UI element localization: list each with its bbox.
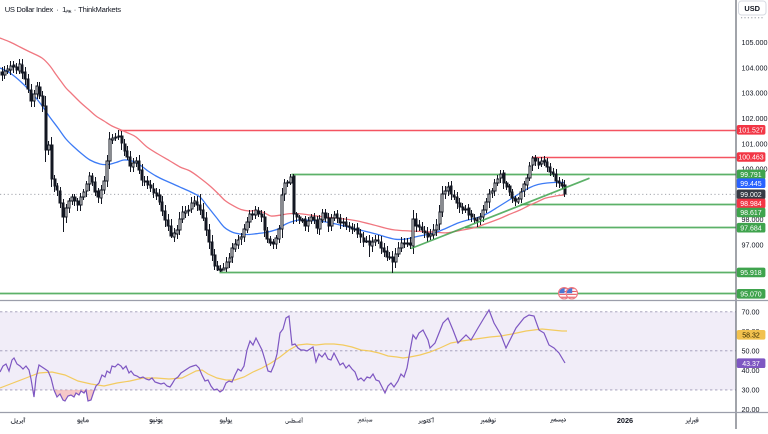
svg-text:20.00: 20.00 [742,405,760,414]
svg-text:95.070: 95.070 [740,291,762,298]
svg-text:40.00: 40.00 [742,366,760,375]
svg-text:95.918: 95.918 [740,270,762,277]
svg-text:ThinkMarkets: ThinkMarkets [78,5,121,14]
svg-text:US Dollar Index: US Dollar Index [5,5,54,14]
svg-text:100.000: 100.000 [742,165,768,174]
svg-text:103.000: 103.000 [742,89,768,98]
svg-text:105.000: 105.000 [742,38,768,47]
svg-text:·: · [74,5,77,14]
svg-text:58.32: 58.32 [742,332,760,339]
svg-text:101.000: 101.000 [742,139,768,148]
svg-text:98.984: 98.984 [740,201,762,208]
svg-text:1: 1 [62,5,66,14]
svg-text:99.002: 99.002 [740,192,762,199]
svg-text:50.00: 50.00 [742,346,760,355]
svg-text:97.000: 97.000 [742,241,764,250]
svg-text:98.000: 98.000 [742,215,764,224]
svg-text:USD: USD [744,4,760,13]
svg-text:104.000: 104.000 [742,63,768,72]
svg-text:99.791: 99.791 [740,172,762,179]
svg-text:70.00: 70.00 [742,307,760,316]
svg-text:101.527: 101.527 [738,127,763,134]
svg-text:100.463: 100.463 [738,155,763,162]
svg-text:102.000: 102.000 [742,114,768,123]
svg-text:98.617: 98.617 [740,210,762,217]
svg-text:99.445: 99.445 [740,181,762,188]
svg-text:30.00: 30.00 [742,385,760,394]
svg-text:·: · [56,5,59,14]
svg-text:97.684: 97.684 [740,225,762,232]
svg-text:2026: 2026 [617,416,633,425]
svg-text:43.37: 43.37 [742,361,760,368]
